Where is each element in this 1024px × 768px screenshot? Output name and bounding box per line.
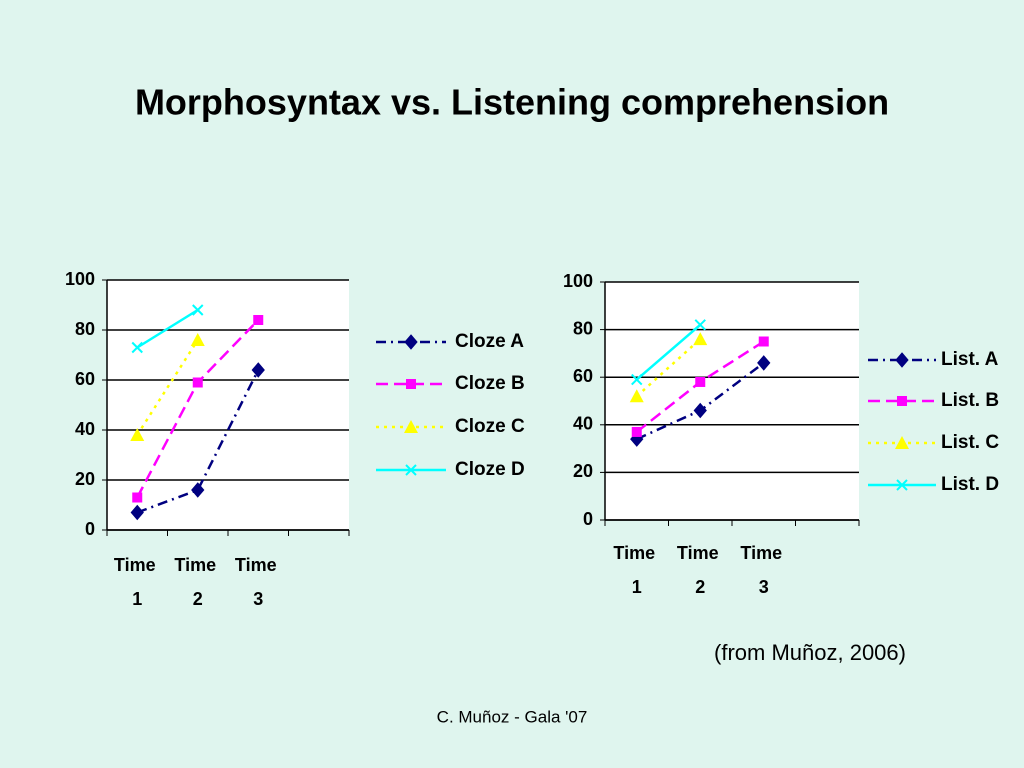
x-tick-label: Time 3 <box>235 555 282 609</box>
slide-title: Morphosyntax vs. Listening comprehension <box>135 82 889 123</box>
x-tick-label: Time 3 <box>740 543 787 597</box>
source-note: (from Muñoz, 2006) <box>714 640 906 665</box>
x-tick-label: Time 1 <box>613 543 660 597</box>
y-tick-label: 40 <box>573 414 593 434</box>
series-line <box>136 308 199 349</box>
y-tick-label: 80 <box>75 319 95 339</box>
legend-label: List. D <box>941 474 999 495</box>
data-point <box>694 319 706 331</box>
data-point <box>695 376 706 387</box>
data-point <box>192 304 204 316</box>
x-tick-label: Time 2 <box>174 555 221 609</box>
y-tick-label: 0 <box>583 509 593 529</box>
data-point <box>758 336 769 347</box>
series-line <box>635 323 702 381</box>
y-tick-label: 0 <box>85 519 95 539</box>
legend-label: Cloze A <box>455 331 524 352</box>
data-point <box>629 389 644 403</box>
y-tick-label: 100 <box>65 269 95 289</box>
data-point <box>190 333 205 346</box>
legend-label: List. A <box>941 349 999 370</box>
plot-area <box>107 280 349 530</box>
data-point <box>251 362 265 378</box>
legend-marker <box>406 379 416 389</box>
data-point <box>132 492 143 503</box>
data-point <box>253 315 264 325</box>
series-line <box>136 339 199 436</box>
footer: C. Muñoz - Gala '07 <box>437 707 588 726</box>
data-point <box>192 377 203 388</box>
y-tick-label: 20 <box>75 469 95 489</box>
y-tick-label: 20 <box>573 461 593 481</box>
series-line <box>136 369 260 514</box>
legend-label: Cloze B <box>455 373 525 394</box>
y-tick-label: 80 <box>573 318 593 338</box>
data-point <box>693 332 708 346</box>
data-point <box>130 504 144 521</box>
x-tick-label: Time 1 <box>114 555 161 609</box>
data-point <box>131 341 143 354</box>
legend-label: Cloze C <box>455 416 525 437</box>
y-tick-label: 60 <box>573 366 593 386</box>
legend-marker <box>895 352 909 368</box>
data-point <box>631 426 642 437</box>
legend-marker <box>896 479 908 491</box>
legend-marker <box>404 334 418 350</box>
plot-area <box>605 282 859 520</box>
legend-label: List. C <box>941 432 999 453</box>
data-point <box>631 373 643 386</box>
legend-label: Cloze D <box>455 459 525 480</box>
legend-label: List. B <box>941 390 999 411</box>
y-tick-label: 100 <box>563 271 593 291</box>
legend-marker <box>404 420 418 433</box>
y-tick-label: 60 <box>75 369 95 389</box>
legend-marker <box>405 464 417 476</box>
data-point <box>757 355 771 371</box>
legend-marker <box>895 436 909 449</box>
x-tick-label: Time 2 <box>677 543 724 597</box>
legend-marker <box>897 396 907 406</box>
data-point <box>693 402 707 419</box>
y-tick-label: 40 <box>75 419 95 439</box>
data-point <box>191 482 205 498</box>
series-line <box>635 338 702 398</box>
data-point <box>130 428 145 441</box>
